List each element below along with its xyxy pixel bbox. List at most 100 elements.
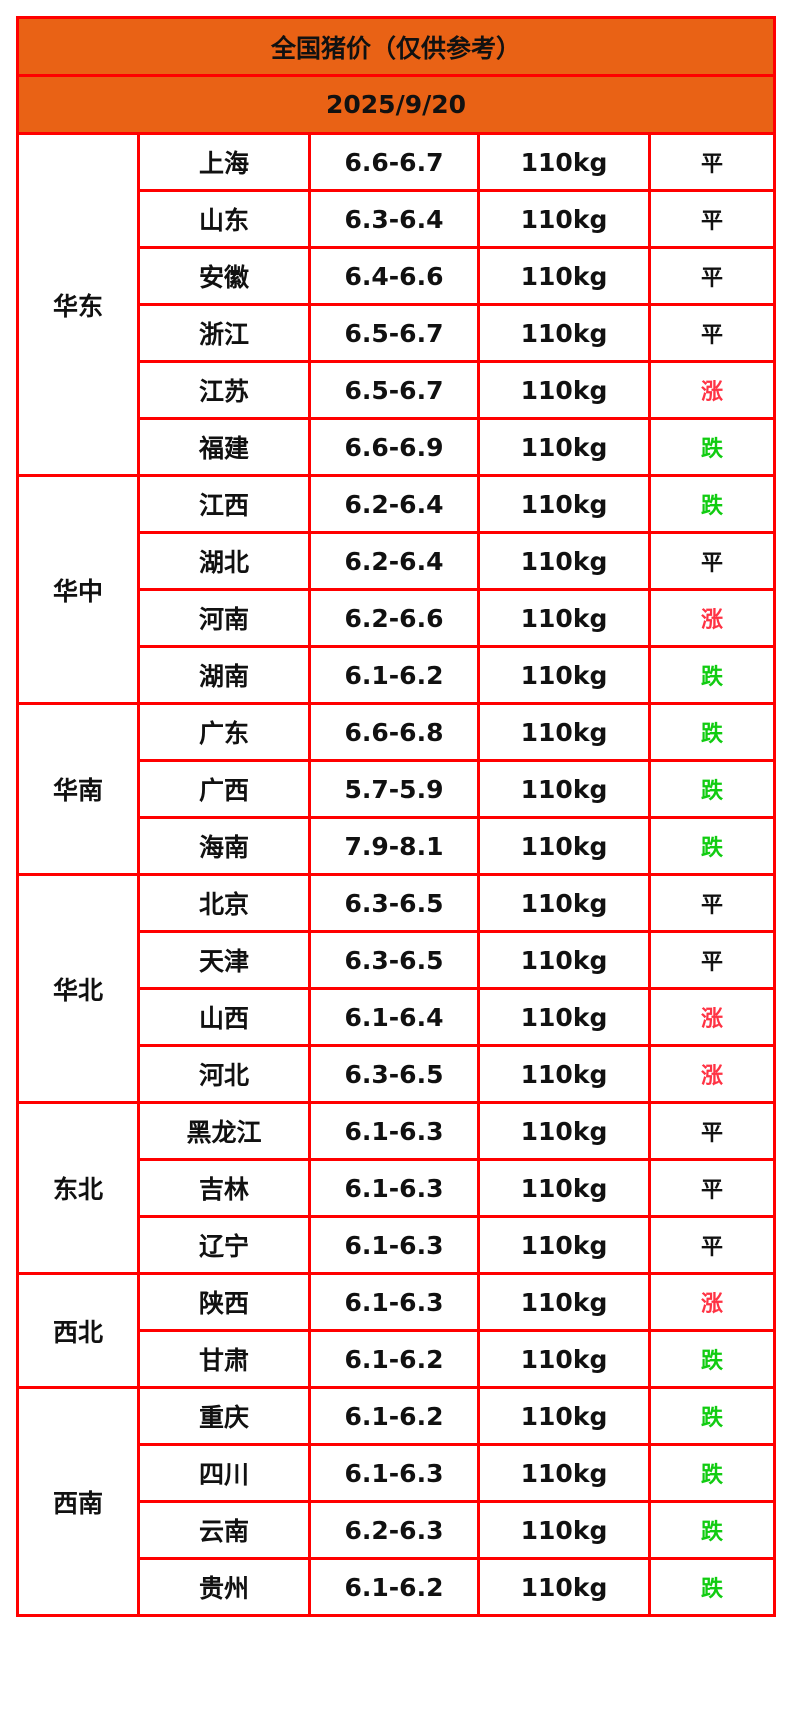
weight-cell: 110kg <box>477 531 651 591</box>
price-cell: 6.6-6.7 <box>308 132 480 192</box>
table-row: 华南 广东 6.6-6.8 110kg 跌 <box>16 702 777 876</box>
table-row: 华北 北京 6.3-6.5 110kg 平 <box>16 873 777 1104</box>
weight-cell: 110kg <box>477 1443 651 1503</box>
trend-cell: 平 <box>647 189 777 249</box>
table-row: 华东 上海 6.6-6.7 110kg 平 <box>16 132 777 477</box>
weight-cell: 110kg <box>477 588 651 648</box>
province-cell: 重庆 <box>137 1386 311 1446</box>
weight-cell: 110kg <box>477 1386 651 1446</box>
trend-cell: 平 <box>647 246 777 306</box>
province-cell: 安徽 <box>137 246 311 306</box>
trend-cell: 平 <box>647 930 777 990</box>
trend-cell: 跌 <box>647 1329 777 1389</box>
price-cell: 6.1-6.4 <box>308 987 480 1047</box>
price-cell: 6.1-6.2 <box>308 1329 480 1389</box>
province-cell: 吉林 <box>137 1158 311 1218</box>
table-row: 西南 重庆 6.1-6.2 110kg 跌 <box>16 1386 777 1617</box>
province-cell: 四川 <box>137 1443 311 1503</box>
table-row: 辽宁 6.1-6.3 110kg 平 <box>18 1215 777 1275</box>
price-cell: 6.1-6.2 <box>308 645 480 705</box>
province-cell: 江苏 <box>137 360 311 420</box>
province-cell: 陕西 <box>137 1272 311 1332</box>
price-cell: 6.1-6.3 <box>308 1101 480 1161</box>
weight-cell: 110kg <box>477 1272 651 1332</box>
province-cell: 贵州 <box>137 1557 311 1617</box>
province-cell: 河南 <box>137 588 311 648</box>
trend-cell: 跌 <box>647 759 777 819</box>
table-row: 山东 6.3-6.4 110kg 平 <box>18 189 777 249</box>
region-cell: 东北 <box>16 1101 140 1275</box>
table-row: 甘肃 6.1-6.2 110kg 跌 <box>18 1329 777 1389</box>
weight-cell: 110kg <box>477 1215 651 1275</box>
weight-cell: 110kg <box>477 873 651 933</box>
table-row: 天津 6.3-6.5 110kg 平 <box>18 930 777 990</box>
price-cell: 6.5-6.7 <box>308 360 480 420</box>
region-cell: 西北 <box>16 1272 140 1389</box>
weight-cell: 110kg <box>477 1329 651 1389</box>
price-cell: 6.3-6.5 <box>308 930 480 990</box>
weight-cell: 110kg <box>477 303 651 363</box>
weight-cell: 110kg <box>477 132 651 192</box>
price-cell: 6.1-6.3 <box>308 1443 480 1503</box>
trend-cell: 平 <box>647 132 777 192</box>
table-row: 安徽 6.4-6.6 110kg 平 <box>18 246 777 306</box>
price-cell: 6.2-6.4 <box>308 531 480 591</box>
price-cell: 6.1-6.3 <box>308 1158 480 1218</box>
weight-cell: 110kg <box>477 987 651 1047</box>
province-cell: 云南 <box>137 1500 311 1560</box>
price-cell: 6.2-6.4 <box>308 474 480 534</box>
table-row: 四川 6.1-6.3 110kg 跌 <box>18 1443 777 1503</box>
trend-cell: 涨 <box>647 1044 777 1104</box>
price-cell: 5.7-5.9 <box>308 759 480 819</box>
province-cell: 上海 <box>137 132 311 192</box>
trend-cell: 涨 <box>647 360 777 420</box>
province-cell: 山西 <box>137 987 311 1047</box>
trend-cell: 平 <box>647 873 777 933</box>
weight-cell: 110kg <box>477 246 651 306</box>
weight-cell: 110kg <box>477 1158 651 1218</box>
table-row: 河南 6.2-6.6 110kg 涨 <box>18 588 777 648</box>
trend-cell: 跌 <box>647 1443 777 1503</box>
price-cell: 6.3-6.5 <box>308 873 480 933</box>
weight-cell: 110kg <box>477 645 651 705</box>
region-cell: 华东 <box>16 132 140 477</box>
weight-cell: 110kg <box>477 1500 651 1560</box>
trend-cell: 跌 <box>647 417 777 477</box>
trend-cell: 平 <box>647 1215 777 1275</box>
table-row: 河北 6.3-6.5 110kg 涨 <box>18 1044 777 1104</box>
price-cell: 6.5-6.7 <box>308 303 480 363</box>
province-cell: 湖北 <box>137 531 311 591</box>
table-row: 福建 6.6-6.9 110kg 跌 <box>18 417 777 477</box>
price-cell: 7.9-8.1 <box>308 816 480 876</box>
province-cell: 黑龙江 <box>137 1101 311 1161</box>
weight-cell: 110kg <box>477 417 651 477</box>
price-cell: 6.3-6.4 <box>308 189 480 249</box>
region-cell: 华北 <box>16 873 140 1104</box>
price-cell: 6.4-6.6 <box>308 246 480 306</box>
trend-cell: 跌 <box>647 1557 777 1617</box>
weight-cell: 110kg <box>477 759 651 819</box>
trend-cell: 平 <box>647 1101 777 1161</box>
table-row: 浙江 6.5-6.7 110kg 平 <box>18 303 777 363</box>
price-cell: 6.3-6.5 <box>308 1044 480 1104</box>
region-cell: 华中 <box>16 474 140 705</box>
price-cell: 6.1-6.3 <box>308 1272 480 1332</box>
weight-cell: 110kg <box>477 702 651 762</box>
trend-cell: 平 <box>647 1158 777 1218</box>
trend-cell: 跌 <box>647 702 777 762</box>
trend-cell: 涨 <box>647 1272 777 1332</box>
price-cell: 6.6-6.9 <box>308 417 480 477</box>
price-cell: 6.6-6.8 <box>308 702 480 762</box>
pig-price-table: 全国猪价（仅供参考） 2025/9/20 华东 上海 6.6-6.7 110kg 平山东… <box>15 16 777 1617</box>
province-cell: 广西 <box>137 759 311 819</box>
table-row: 贵州 6.1-6.2 110kg 跌 <box>18 1557 777 1617</box>
price-cell: 6.1-6.2 <box>308 1557 480 1617</box>
province-cell: 浙江 <box>137 303 311 363</box>
table-row: 吉林 6.1-6.3 110kg 平 <box>18 1158 777 1218</box>
weight-cell: 110kg <box>477 1101 651 1161</box>
table-row: 广西 5.7-5.9 110kg 跌 <box>18 759 777 819</box>
trend-cell: 平 <box>647 531 777 591</box>
province-cell: 湖南 <box>137 645 311 705</box>
weight-cell: 110kg <box>477 1044 651 1104</box>
weight-cell: 110kg <box>477 1557 651 1617</box>
